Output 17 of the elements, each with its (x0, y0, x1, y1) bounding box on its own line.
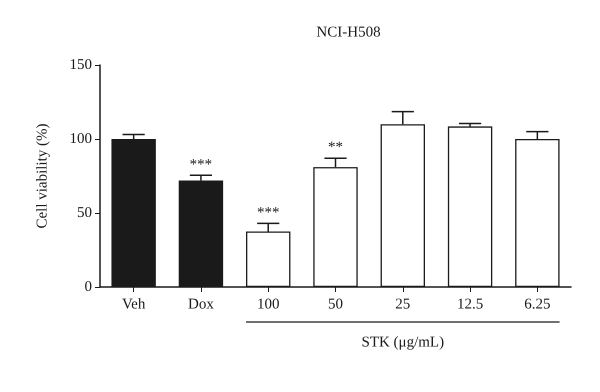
x-tick-label: 6.25 (524, 296, 550, 312)
annotation: *** (256, 204, 280, 221)
y-tick-label: 0 (84, 279, 92, 295)
y-tick-label: 100 (70, 131, 92, 147)
y-tick-label: 150 (70, 57, 92, 73)
annotation: *** (190, 156, 212, 173)
x-tick-label: 25 (395, 296, 410, 312)
x-tick-label: Veh (122, 296, 146, 312)
x-tick-label: 100 (256, 296, 280, 312)
x-tick-label: 12.5 (456, 296, 484, 312)
annotation: ** (328, 140, 343, 156)
x-axis-title: STK (μg/mL) (361, 334, 444, 350)
chart-title: NCI-H508 (316, 24, 381, 40)
y-tick-label: 50 (77, 205, 92, 221)
y-axis-title: Cell viability (%) (34, 124, 50, 228)
x-tick-label: 50 (328, 296, 343, 312)
x-tick-label: Dox (188, 296, 214, 312)
